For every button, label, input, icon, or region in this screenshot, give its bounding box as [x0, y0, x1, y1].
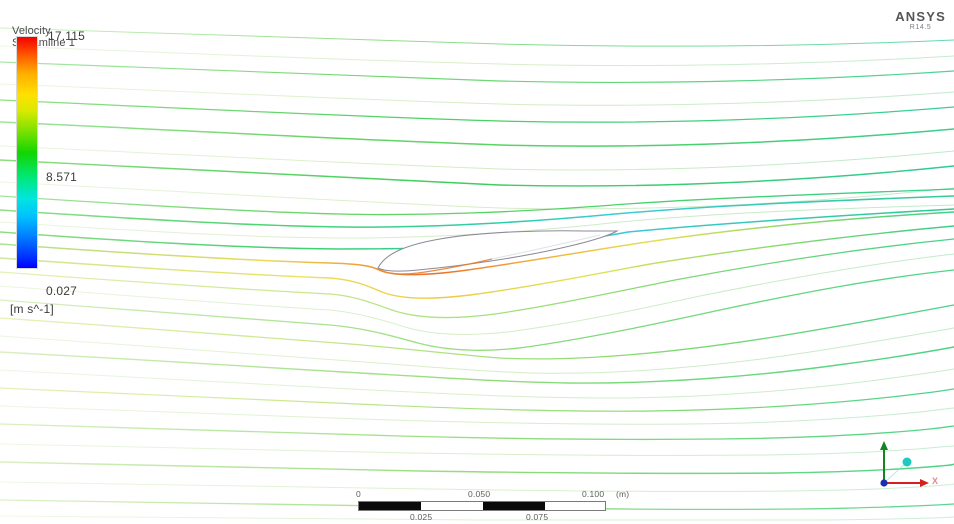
colorbar-gradient [16, 36, 38, 269]
colorbar[interactable] [16, 36, 38, 269]
colorbar-units-label: [m s^-1] [10, 302, 54, 316]
colorbar-max-label: 17.115 [48, 29, 86, 43]
colorbar-mid-label: 8.571 [46, 170, 78, 184]
colorbar-min-label: 0.027 [46, 284, 78, 298]
streamline-group-lower [0, 304, 954, 522]
streamline-group-airfoil-lower [0, 211, 954, 351]
streamline-group-upper [0, 27, 954, 210]
